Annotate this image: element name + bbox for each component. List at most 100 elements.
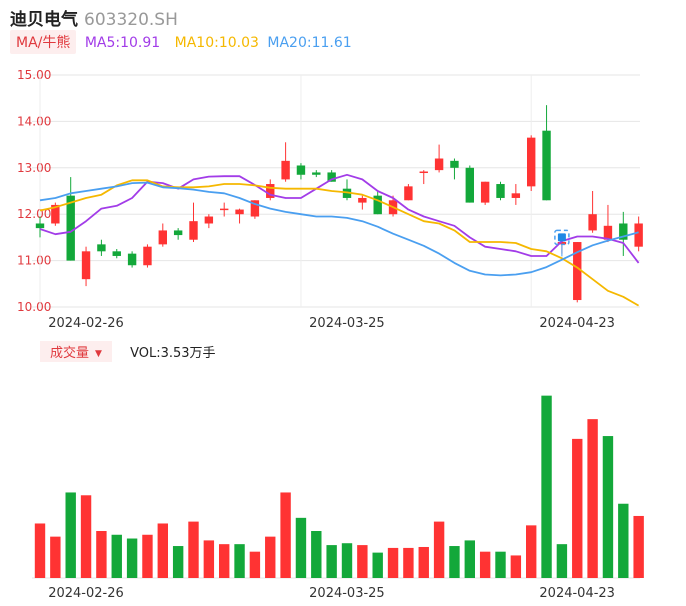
volume-bar: [602, 436, 614, 578]
candle: [603, 204, 613, 243]
ma20-label: MA20:11.61: [267, 35, 352, 51]
volume-bar: [387, 547, 399, 578]
volume-bar: [403, 547, 414, 578]
candle-body: [465, 167, 474, 203]
candle: [220, 202, 229, 217]
volume-bar: [219, 544, 230, 578]
volume-bar: [96, 531, 107, 578]
volume-bar: [172, 546, 184, 578]
candle-body: [112, 251, 121, 256]
candle-body: [173, 230, 183, 236]
volume-bar: [34, 523, 46, 578]
y-tick-label: 14.00: [17, 114, 51, 128]
candle-body: [496, 184, 505, 198]
volume-bar: [188, 521, 199, 578]
volume-bar: [618, 503, 629, 578]
candle-body: [66, 195, 75, 261]
volume-bar: [157, 523, 168, 578]
candle-body: [542, 130, 551, 201]
candle-body: [250, 200, 260, 217]
volume-bar: [464, 540, 475, 578]
x-tick-label: 2024-04-23: [539, 316, 615, 331]
candle-body: [97, 244, 106, 252]
y-tick-label: 11.00: [17, 254, 51, 268]
volume-bar: [111, 534, 122, 578]
candle: [450, 158, 459, 180]
y-tick-label: 10.00: [17, 300, 51, 314]
ma-line-ma5: [39, 173, 640, 264]
candle: [373, 191, 382, 215]
candle-body: [342, 188, 352, 198]
candle: [281, 142, 290, 182]
candle: [419, 170, 428, 185]
stock-title: 迪贝电气 603320.SH: [10, 5, 178, 30]
ma-legend: MA/牛熊 MA5:10.91 MA10:10.03 MA20:11.61: [10, 30, 352, 54]
volume-indicator-dropdown[interactable]: 成交量 ▼: [40, 341, 112, 362]
x-tick-label: 2024-03-25: [309, 316, 385, 331]
candle-body: [603, 225, 613, 240]
volume-bar: [50, 536, 61, 578]
candle-body: [450, 160, 459, 168]
candle-body: [127, 253, 137, 266]
candle: [189, 202, 198, 243]
volume-bar: [495, 551, 506, 578]
volume-bar: [572, 438, 583, 578]
volume-bar: [311, 531, 322, 578]
y-tick-label: 13.00: [17, 161, 51, 175]
candle: [465, 165, 474, 203]
volume-bar: [372, 552, 383, 578]
candle-body: [634, 223, 643, 247]
volume-bar: [249, 551, 261, 578]
volume-bar: [633, 515, 644, 578]
ma-indicator-button[interactable]: MA/牛熊: [10, 30, 77, 54]
candle: [511, 184, 521, 205]
candle-body: [557, 242, 567, 245]
candle: [143, 244, 152, 268]
volume-bar: [203, 540, 215, 578]
candle: [527, 135, 536, 191]
candle-body: [158, 230, 167, 245]
candle-body: [619, 223, 628, 240]
candle: [81, 246, 91, 287]
volume-bar: [295, 517, 307, 578]
candle-body: [358, 197, 367, 203]
candle: [342, 179, 352, 201]
candle-body: [511, 193, 521, 198]
volume-value: VOL:3.53万手: [130, 346, 216, 361]
ma5-label: MA5:10.91: [84, 35, 161, 51]
candle-body: [296, 165, 306, 175]
candle: [97, 239, 106, 256]
volume-bar: [341, 543, 353, 578]
candle-body: [189, 221, 198, 240]
candle: [496, 181, 505, 201]
volume-bar: [418, 546, 429, 578]
flag-marker-icon[interactable]: [554, 229, 570, 257]
candle-body: [81, 251, 91, 280]
ma-line-ma10: [39, 179, 640, 307]
candle: [588, 191, 597, 233]
candle-body: [588, 214, 597, 231]
candle: [404, 184, 413, 201]
candle: [619, 211, 628, 256]
volume-x-tick-label: 2024-02-26: [48, 586, 124, 601]
candle-body: [143, 246, 152, 266]
candle-body: [434, 158, 444, 171]
candle-body: [327, 172, 336, 182]
volume-bar: [357, 545, 368, 578]
candle: [204, 214, 214, 229]
volume-x-tick-label: 2024-03-25: [309, 586, 385, 601]
volume-bar: [541, 395, 552, 578]
candle: [112, 249, 121, 259]
volume-legend: 成交量 ▼ VOL:3.53万手: [40, 341, 216, 362]
candle-body: [281, 160, 290, 180]
volume-bar: [142, 534, 153, 578]
volume-bar: [234, 544, 245, 578]
stock-code: 603320.SH: [84, 10, 178, 30]
volume-bar: [265, 536, 276, 578]
candle-body: [573, 242, 582, 301]
volume-bar: [433, 521, 445, 578]
stock-name: 迪贝电气: [10, 10, 78, 30]
candle-body: [480, 181, 490, 203]
volume-bar: [326, 545, 337, 578]
